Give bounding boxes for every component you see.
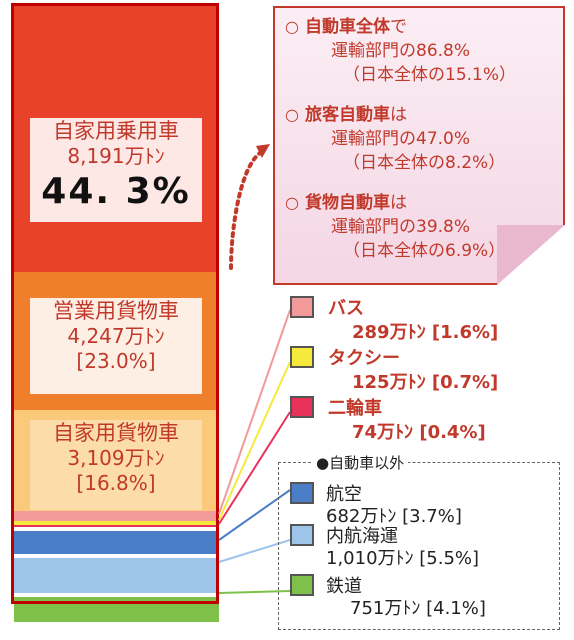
legend-name: タクシー — [328, 348, 400, 369]
legend-name: 鉄道 — [326, 576, 362, 597]
label-percent: [16.8%] — [76, 471, 156, 496]
label-jikayou-kamotsusha: 自家用貨物車 3,109万ﾄﾝ [16.8%] — [30, 420, 202, 510]
leader-bus — [218, 309, 291, 515]
callout-item: ○ 貨物自動車は 運輸部門の39.8% （日本全体の6.9%） — [285, 192, 505, 263]
callout-item: ○ 自動車全体で 運輸部門の86.8% （日本全体の15.1%） — [285, 16, 516, 87]
swatch-koukuu — [290, 482, 314, 504]
label-percent: 44. 3% — [41, 171, 191, 213]
legend-value: 682万ﾄﾝ [3.7%] — [326, 506, 462, 527]
label-value: 8,191万ﾄﾝ — [67, 144, 165, 169]
segment-jikayou-kamotsusha — [14, 410, 219, 512]
leader-nirinsha — [218, 411, 291, 525]
label-name: 自家用貨物車 — [53, 421, 179, 445]
callout-suffix: は — [389, 105, 407, 125]
swatch-tetsudou — [290, 574, 314, 596]
leader-taxi — [218, 361, 291, 521]
callout-line2: （日本全体の15.1%） — [343, 64, 517, 85]
segment-koukuu — [14, 531, 219, 555]
segment-nirinsha — [14, 524, 219, 527]
legend-name: 内航海運 — [326, 526, 398, 547]
callout-suffix: は — [389, 193, 407, 213]
callout-line1: 運輸部門の47.0% — [331, 128, 471, 149]
legend-value: 289万ﾄﾝ [1.6%] — [352, 322, 499, 343]
callout-title: 自動車全体 — [304, 17, 390, 37]
legend-value: 751万ﾄﾝ [4.1%] — [350, 598, 486, 619]
label-eigyouyou-kamotsusha: 営業用貨物車 4,247万ﾄﾝ [23.0%] — [30, 298, 202, 394]
segment-bus — [14, 511, 219, 521]
swatch-taxi — [290, 346, 314, 368]
callout-line2: （日本全体の6.9%） — [343, 240, 506, 261]
callout-arrow — [229, 148, 267, 270]
swatch-naikou-kaiun — [290, 524, 314, 546]
label-name: 営業用貨物車 — [53, 299, 179, 323]
circle-bullet: ○ — [285, 193, 299, 212]
label-percent: [23.0%] — [76, 349, 156, 374]
circle-bullet: ○ — [285, 105, 299, 124]
callout-line2: （日本全体の8.2%） — [343, 152, 506, 173]
legend-value: 74万ﾄﾝ [0.4%] — [352, 422, 486, 443]
callout-arrowhead — [256, 144, 270, 158]
label-value: 3,109万ﾄﾝ — [67, 446, 165, 471]
segment-taxi — [14, 520, 219, 525]
legend-value: 125万ﾄﾝ [0.7%] — [352, 372, 499, 393]
segment-tetsudou — [14, 596, 219, 623]
callout-title: 貨物自動車 — [304, 193, 390, 213]
legend-value: 1,010万ﾄﾝ [5.5%] — [326, 548, 480, 569]
callout-suffix: で — [389, 17, 407, 37]
callout-box: ○ 自動車全体で 運輸部門の86.8% （日本全体の15.1%） ○ 旅客自動車は … — [273, 6, 565, 285]
callout-line1: 運輸部門の39.8% — [331, 216, 471, 237]
swatch-bus — [290, 296, 314, 318]
other-group-box — [278, 462, 560, 630]
legend-name: 航空 — [326, 484, 362, 505]
page-fold-icon — [497, 225, 565, 285]
callout-title: 旅客自動車 — [304, 105, 390, 125]
legend-name: バス — [328, 298, 364, 319]
label-jikayou-jouyousha: 自家用乗用車 8,191万ﾄﾝ 44. 3% — [30, 118, 202, 222]
legend-name: 二輪車 — [328, 398, 382, 419]
callout-line1: 運輸部門の86.8% — [331, 40, 471, 61]
label-value: 4,247万ﾄﾝ — [67, 324, 165, 349]
callout-item: ○ 旅客自動車は 運輸部門の47.0% （日本全体の8.2%） — [285, 104, 505, 175]
label-name: 自家用乗用車 — [53, 119, 179, 143]
other-group-title: ●自動車以外 — [312, 452, 409, 473]
segment-naikou-kaiun — [14, 558, 219, 593]
swatch-nirinsha — [290, 396, 314, 418]
circle-bullet: ○ — [285, 17, 299, 36]
